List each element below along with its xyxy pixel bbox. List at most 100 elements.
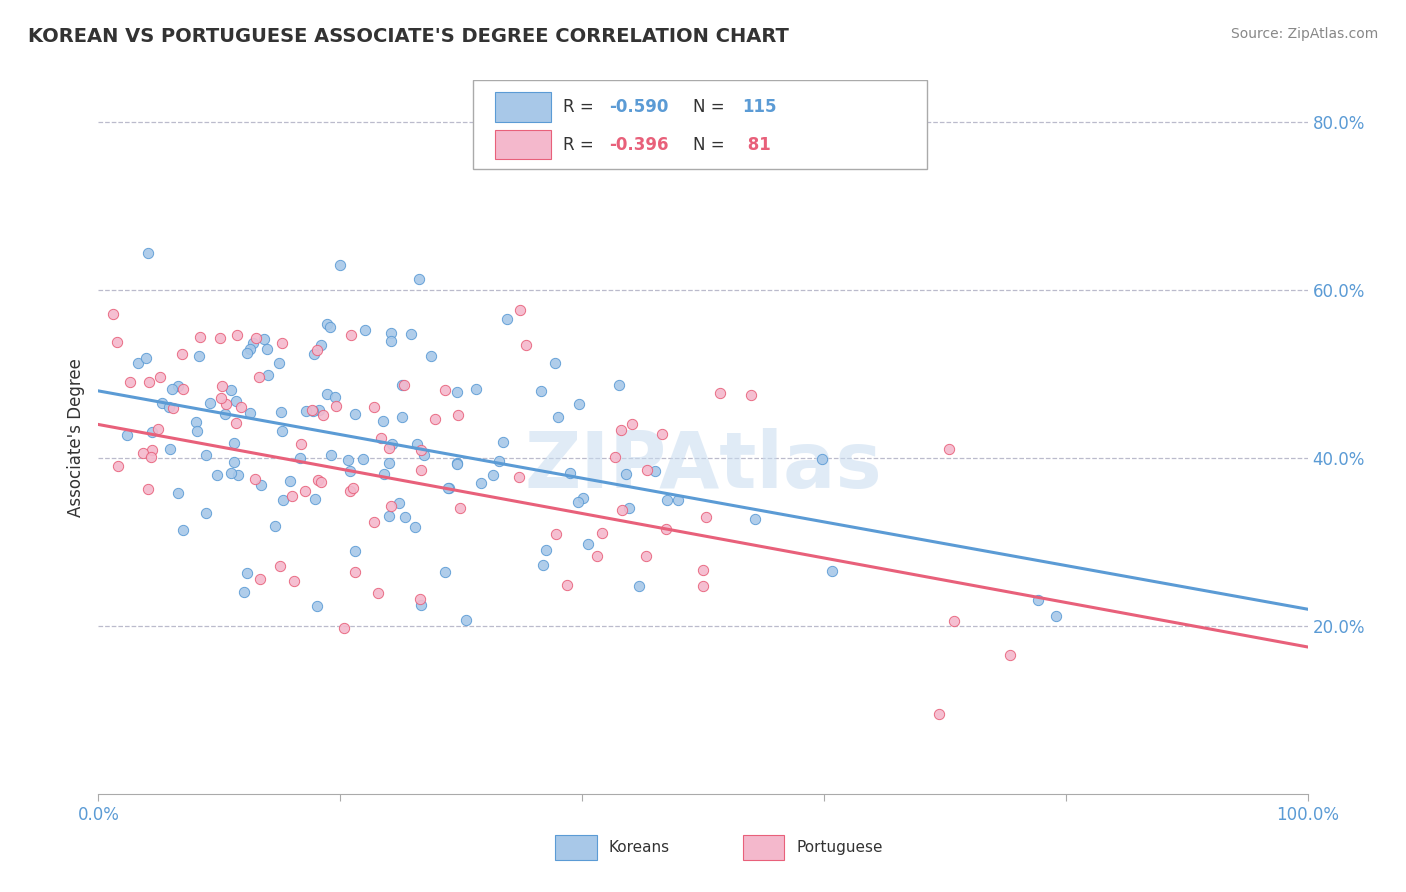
- Point: [405, 520, 427, 534]
- Point: [655, 522, 678, 536]
- Point: [558, 466, 581, 480]
- Point: [373, 414, 395, 428]
- Point: [271, 335, 294, 350]
- Point: [305, 599, 328, 613]
- Point: [170, 346, 193, 360]
- Point: [820, 564, 842, 578]
- Point: [214, 407, 236, 421]
- Point: [135, 351, 157, 365]
- FancyBboxPatch shape: [495, 129, 551, 160]
- Text: -0.396: -0.396: [609, 136, 668, 153]
- Point: [157, 400, 180, 414]
- Point: [709, 386, 731, 401]
- Point: [411, 442, 433, 457]
- Point: [301, 402, 323, 417]
- Point: [295, 404, 318, 418]
- Point: [998, 648, 1021, 662]
- Point: [373, 467, 395, 482]
- Text: 115: 115: [742, 98, 776, 116]
- Point: [609, 423, 631, 437]
- Text: R =: R =: [562, 136, 599, 153]
- Point: [278, 474, 301, 488]
- Point: [195, 448, 218, 462]
- Point: [127, 356, 149, 370]
- Point: [515, 337, 537, 351]
- Point: [256, 342, 278, 356]
- Point: [118, 375, 141, 389]
- Point: [488, 454, 510, 468]
- Point: [148, 370, 170, 384]
- Point: [529, 384, 551, 398]
- Text: KOREAN VS PORTUGUESE ASSOCIATE'S DEGREE CORRELATION CHART: KOREAN VS PORTUGUESE ASSOCIATE'S DEGREE …: [28, 27, 789, 45]
- Text: N =: N =: [693, 136, 730, 153]
- Point: [329, 258, 352, 272]
- Point: [167, 486, 190, 500]
- Point: [264, 518, 287, 533]
- Point: [343, 565, 366, 579]
- Point: [233, 585, 256, 599]
- Point: [257, 368, 280, 382]
- Point: [636, 463, 658, 477]
- Point: [744, 512, 766, 526]
- Point: [159, 442, 181, 456]
- Point: [333, 621, 356, 635]
- Point: [394, 509, 416, 524]
- Point: [198, 396, 221, 410]
- Point: [607, 378, 630, 392]
- Text: Koreans: Koreans: [609, 840, 669, 855]
- Y-axis label: Associate's Degree: Associate's Degree: [66, 358, 84, 516]
- Point: [380, 499, 402, 513]
- Point: [666, 492, 689, 507]
- Point: [304, 492, 326, 507]
- Point: [380, 326, 402, 340]
- Point: [464, 382, 486, 396]
- Point: [103, 308, 125, 322]
- Point: [692, 579, 714, 593]
- Point: [392, 378, 415, 392]
- Point: [534, 543, 557, 558]
- Point: [136, 482, 159, 496]
- Point: [492, 434, 515, 449]
- Point: [409, 599, 432, 613]
- Point: [567, 495, 589, 509]
- Point: [378, 509, 401, 524]
- Point: [352, 452, 374, 467]
- Point: [280, 489, 302, 503]
- Point: [107, 459, 129, 474]
- Text: Source: ZipAtlas.com: Source: ZipAtlas.com: [1230, 27, 1378, 41]
- Point: [434, 384, 457, 398]
- Point: [399, 327, 422, 342]
- Point: [339, 464, 361, 478]
- Point: [141, 443, 163, 458]
- Point: [603, 450, 626, 465]
- Point: [312, 409, 335, 423]
- Point: [249, 572, 271, 586]
- Point: [437, 481, 460, 495]
- Point: [308, 402, 330, 417]
- Point: [1028, 593, 1050, 607]
- Point: [222, 436, 245, 450]
- Point: [105, 334, 128, 349]
- FancyBboxPatch shape: [495, 93, 551, 122]
- Point: [229, 400, 252, 414]
- Point: [620, 417, 643, 431]
- Point: [239, 406, 262, 420]
- Point: [267, 356, 290, 370]
- Point: [380, 334, 402, 348]
- Point: [311, 475, 333, 489]
- Point: [302, 404, 325, 418]
- Point: [271, 425, 294, 439]
- Point: [188, 330, 211, 344]
- FancyBboxPatch shape: [555, 835, 596, 860]
- Point: [740, 387, 762, 401]
- Point: [557, 578, 579, 592]
- Point: [692, 563, 714, 577]
- Point: [509, 302, 531, 317]
- Point: [544, 356, 567, 370]
- Point: [353, 323, 375, 337]
- Point: [226, 468, 249, 483]
- Point: [290, 436, 312, 450]
- Point: [115, 428, 138, 442]
- Point: [628, 579, 651, 593]
- Point: [138, 375, 160, 389]
